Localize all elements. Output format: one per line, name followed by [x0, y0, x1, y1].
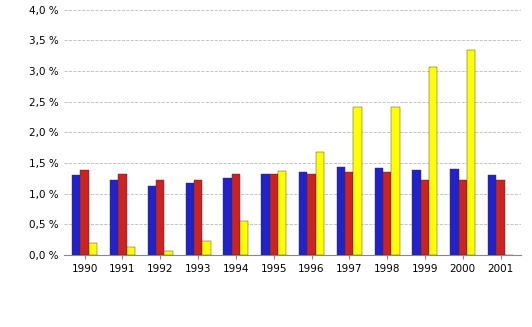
Bar	[261, 174, 270, 255]
Bar	[156, 180, 164, 255]
Bar	[459, 180, 467, 255]
Bar	[72, 175, 80, 255]
Bar	[148, 186, 156, 255]
Bar	[110, 180, 118, 255]
Bar	[127, 247, 135, 255]
Bar	[496, 180, 505, 255]
Bar	[270, 174, 278, 255]
Bar	[488, 175, 496, 255]
Bar	[412, 170, 421, 255]
Bar	[315, 152, 324, 255]
Bar	[223, 179, 232, 255]
Bar	[450, 169, 459, 255]
Bar	[429, 67, 437, 255]
Bar	[421, 180, 429, 255]
Bar	[383, 172, 392, 255]
Bar	[345, 172, 353, 255]
Bar	[232, 174, 240, 255]
Bar	[240, 221, 248, 255]
Bar	[299, 172, 307, 255]
Bar	[89, 243, 97, 255]
Bar	[118, 174, 127, 255]
Bar	[278, 171, 286, 255]
Bar	[337, 167, 345, 255]
Bar	[80, 170, 89, 255]
Bar	[307, 174, 315, 255]
Bar	[186, 183, 194, 255]
Bar	[392, 107, 400, 255]
Bar	[194, 180, 202, 255]
Bar	[164, 251, 173, 255]
Bar	[202, 241, 211, 255]
Bar	[375, 168, 383, 255]
Bar	[467, 50, 475, 255]
Bar	[353, 107, 362, 255]
